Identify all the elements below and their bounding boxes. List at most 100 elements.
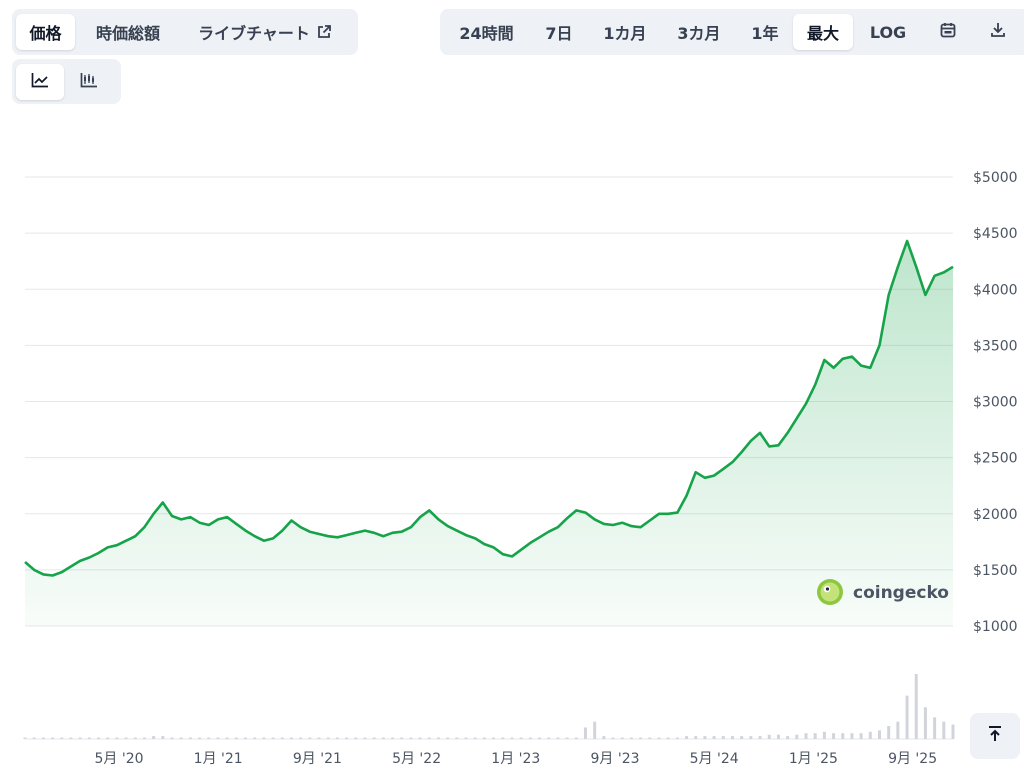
- volume-bar: [877, 730, 881, 739]
- volume-bar: [813, 733, 817, 739]
- volume-bar: [951, 724, 955, 739]
- range-24h-label: 24時間: [459, 24, 514, 43]
- candlestick-button[interactable]: [64, 64, 114, 100]
- external-link-icon: [316, 24, 332, 40]
- calendar-icon: [939, 21, 957, 43]
- range-24h[interactable]: 24時間: [444, 14, 529, 50]
- price-area-fill: [25, 241, 953, 626]
- volume-bar: [538, 737, 542, 739]
- coingecko-watermark: coingecko: [817, 579, 949, 605]
- range-log[interactable]: LOG: [853, 14, 923, 50]
- volume-bar: [391, 737, 395, 739]
- volume-bar: [78, 737, 82, 739]
- volume-bar: [923, 707, 927, 739]
- y-tick-label: $5000: [973, 170, 1018, 186]
- volume-bar: [133, 737, 137, 739]
- volume-bar: [694, 736, 698, 739]
- volume-bar: [280, 737, 284, 739]
- volume-bar: [87, 737, 91, 739]
- volume-bar: [703, 736, 707, 739]
- volume-bar: [767, 734, 771, 739]
- metric-tabs: 価格 時価総額 ライブチャート: [12, 9, 358, 55]
- volume-bar: [501, 737, 505, 739]
- range-log-label: LOG: [869, 22, 907, 42]
- volume-bar: [868, 731, 872, 739]
- volume-bar: [115, 737, 119, 739]
- range-1m[interactable]: 1カ月: [589, 14, 661, 50]
- range-1y[interactable]: 1年: [737, 14, 793, 50]
- tab-live-chart[interactable]: ライブチャート: [181, 14, 349, 50]
- x-tick-label: 1月 '23: [491, 751, 540, 767]
- volume-bar: [244, 737, 248, 739]
- range-7d[interactable]: 7日: [529, 14, 589, 50]
- volume-bar: [152, 736, 156, 739]
- range-1y-label: 1年: [751, 24, 779, 43]
- x-tick-label: 9月 '23: [590, 751, 639, 767]
- y-tick-label: $1000: [973, 619, 1018, 635]
- tab-market-cap[interactable]: 時価総額: [75, 14, 181, 50]
- volume-bar: [216, 737, 220, 739]
- x-tick-label: 9月 '21: [293, 751, 342, 767]
- volume-bar: [896, 721, 900, 739]
- volume-bar: [354, 737, 358, 739]
- y-tick-label: $1500: [973, 563, 1018, 579]
- volume-bar: [822, 731, 826, 739]
- range-1m-label: 1カ月: [603, 24, 647, 43]
- volume-bar: [32, 737, 36, 739]
- volume-bar: [841, 733, 845, 739]
- range-3m[interactable]: 3カ月: [661, 14, 737, 50]
- tab-price-label: 価格: [29, 24, 62, 43]
- volume-bar: [345, 737, 349, 739]
- tab-price[interactable]: 価格: [16, 14, 75, 50]
- volume-bar: [234, 737, 238, 739]
- volume-bar: [170, 737, 174, 739]
- volume-bar: [933, 717, 937, 739]
- volume-bar: [335, 737, 339, 739]
- download-button[interactable]: [973, 14, 1023, 50]
- volume-bar: [400, 737, 404, 739]
- scroll-top-button[interactable]: [970, 713, 1020, 759]
- volume-bar: [124, 737, 128, 739]
- volume-bar: [611, 737, 615, 739]
- volume-bar: [685, 736, 689, 739]
- volume-bar: [519, 737, 523, 739]
- volume-bar: [593, 721, 597, 739]
- volume-bar: [492, 737, 496, 739]
- volume-bar: [326, 737, 330, 739]
- chart-type-toggle: [12, 59, 121, 104]
- volume-bar: [409, 737, 413, 739]
- range-max[interactable]: 最大: [793, 14, 853, 50]
- volume-bar: [740, 736, 744, 739]
- volume-bar: [850, 733, 854, 739]
- volume-bar: [308, 737, 312, 739]
- x-tick-label: 1月 '21: [194, 751, 243, 767]
- volume-bar: [97, 737, 101, 739]
- volume-bar: [547, 737, 551, 739]
- volume-bar: [804, 733, 808, 739]
- volume-bar: [106, 737, 110, 739]
- volume-bar: [712, 736, 716, 739]
- x-tick-label: 9月 '25: [888, 751, 937, 767]
- gecko-logo-icon: [817, 579, 843, 605]
- volume-bar: [427, 737, 431, 739]
- line-chart-button[interactable]: [16, 63, 64, 100]
- range-max-label: 最大: [806, 24, 839, 43]
- volume-bar: [758, 736, 762, 739]
- volume-bar: [942, 721, 946, 739]
- line-chart-icon: [31, 72, 49, 92]
- price-line: [24, 239, 954, 577]
- volume-bar: [60, 737, 64, 739]
- volume-bar: [464, 737, 468, 739]
- volume-bar: [418, 737, 422, 739]
- volume-bar: [179, 737, 183, 739]
- y-axis-labels: $5000 $4500 $4000 $3500 $3000 $2500 $2000 $1500…: [973, 170, 1018, 635]
- price-chart[interactable]: $5000 $4500 $4000 $3500 $3000 $2500 $2000 $1500…: [0, 110, 1024, 783]
- volume-bar: [648, 737, 652, 739]
- volume-bar: [142, 737, 146, 739]
- volume-bar: [730, 736, 734, 739]
- volume-bar: [446, 737, 450, 739]
- tab-market-cap-label: 時価総額: [95, 24, 160, 43]
- y-tick-label: $3000: [973, 395, 1018, 411]
- calendar-button[interactable]: [923, 14, 973, 50]
- x-tick-label: 5月 '20: [94, 751, 143, 767]
